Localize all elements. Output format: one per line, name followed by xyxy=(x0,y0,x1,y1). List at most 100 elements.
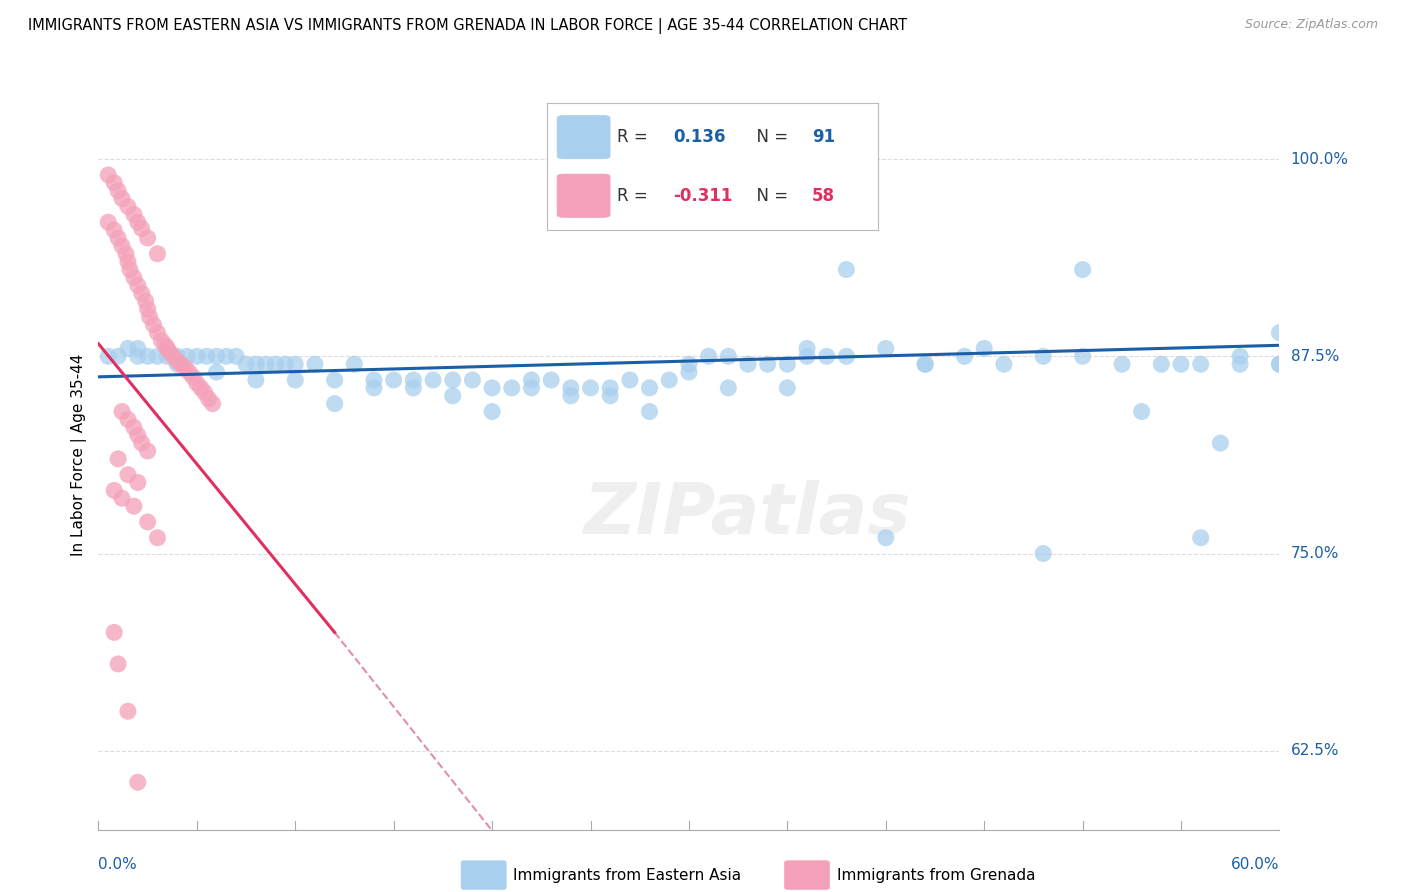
Point xyxy=(284,357,307,371)
Point xyxy=(157,344,180,359)
Point xyxy=(382,373,405,387)
Point xyxy=(501,381,523,395)
Text: ZIPatlas: ZIPatlas xyxy=(585,481,911,549)
Point xyxy=(520,373,543,387)
Point xyxy=(186,376,208,391)
Point xyxy=(117,254,139,268)
Point xyxy=(146,326,169,340)
Point xyxy=(103,625,125,640)
Point xyxy=(658,373,681,387)
Point xyxy=(560,381,582,395)
Point xyxy=(156,349,179,363)
Point xyxy=(115,247,138,261)
Point xyxy=(155,338,177,352)
Point xyxy=(111,491,134,506)
Point xyxy=(1170,357,1192,371)
Point xyxy=(181,369,204,384)
Point xyxy=(1071,262,1094,277)
Point xyxy=(162,349,184,363)
Text: 0.0%: 0.0% xyxy=(98,857,138,872)
Point xyxy=(274,357,297,371)
Point xyxy=(195,349,218,363)
Point xyxy=(174,360,197,375)
Point xyxy=(875,342,897,356)
Point xyxy=(136,301,159,316)
Point xyxy=(993,357,1015,371)
Point xyxy=(177,365,200,379)
Point xyxy=(131,286,153,301)
Point xyxy=(103,176,125,190)
Point xyxy=(127,342,149,356)
Point xyxy=(441,373,464,387)
Point xyxy=(205,365,228,379)
Point xyxy=(117,467,139,482)
Y-axis label: In Labor Force | Age 35-44: In Labor Force | Age 35-44 xyxy=(72,354,87,556)
Point xyxy=(166,349,188,363)
Point xyxy=(146,349,169,363)
Point xyxy=(402,381,425,395)
Point xyxy=(166,354,188,368)
Text: Immigrants from Eastern Asia: Immigrants from Eastern Asia xyxy=(513,868,741,882)
Point xyxy=(776,381,799,395)
Point xyxy=(481,381,503,395)
Point xyxy=(176,349,198,363)
Point xyxy=(540,373,562,387)
Point xyxy=(97,215,120,229)
Point xyxy=(150,334,173,348)
Point xyxy=(264,357,287,371)
Point xyxy=(103,483,125,498)
Point xyxy=(170,357,193,371)
Point xyxy=(136,231,159,245)
Point xyxy=(127,475,149,490)
Point xyxy=(111,404,134,418)
Point xyxy=(678,365,700,379)
Point xyxy=(1032,547,1054,561)
Text: 60.0%: 60.0% xyxy=(1232,857,1279,872)
Point xyxy=(127,349,149,363)
Point xyxy=(717,349,740,363)
Point xyxy=(138,310,160,324)
Point xyxy=(1032,349,1054,363)
Point xyxy=(304,357,326,371)
Point xyxy=(835,262,858,277)
Text: Immigrants from Grenada: Immigrants from Grenada xyxy=(837,868,1035,882)
Point xyxy=(146,531,169,545)
Point xyxy=(363,373,385,387)
Point xyxy=(1071,349,1094,363)
Point xyxy=(107,184,129,198)
Point xyxy=(225,349,247,363)
Point xyxy=(131,221,153,235)
Point xyxy=(796,349,818,363)
Point xyxy=(914,357,936,371)
Point xyxy=(142,318,165,332)
Point xyxy=(973,342,995,356)
Text: IMMIGRANTS FROM EASTERN ASIA VS IMMIGRANTS FROM GRENADA IN LABOR FORCE | AGE 35-: IMMIGRANTS FROM EASTERN ASIA VS IMMIGRAN… xyxy=(28,18,907,34)
Point xyxy=(402,373,425,387)
Point xyxy=(197,392,219,406)
Point xyxy=(103,223,125,237)
Point xyxy=(117,342,139,356)
Point xyxy=(156,342,179,356)
Point xyxy=(323,397,346,411)
Point xyxy=(107,231,129,245)
Point xyxy=(461,373,484,387)
Point xyxy=(205,349,228,363)
Point xyxy=(235,357,257,371)
Point xyxy=(122,207,145,221)
Point xyxy=(1130,404,1153,418)
Point xyxy=(131,436,153,450)
Point xyxy=(97,349,120,363)
Point xyxy=(1189,531,1212,545)
Point xyxy=(638,381,661,395)
Point xyxy=(127,278,149,293)
Point xyxy=(201,397,224,411)
Point xyxy=(441,389,464,403)
Point xyxy=(1229,349,1251,363)
Point xyxy=(717,381,740,395)
Point xyxy=(135,294,157,309)
Point xyxy=(776,357,799,371)
Point xyxy=(1268,326,1291,340)
Point xyxy=(194,385,217,400)
Point xyxy=(111,239,134,253)
Point xyxy=(875,531,897,545)
